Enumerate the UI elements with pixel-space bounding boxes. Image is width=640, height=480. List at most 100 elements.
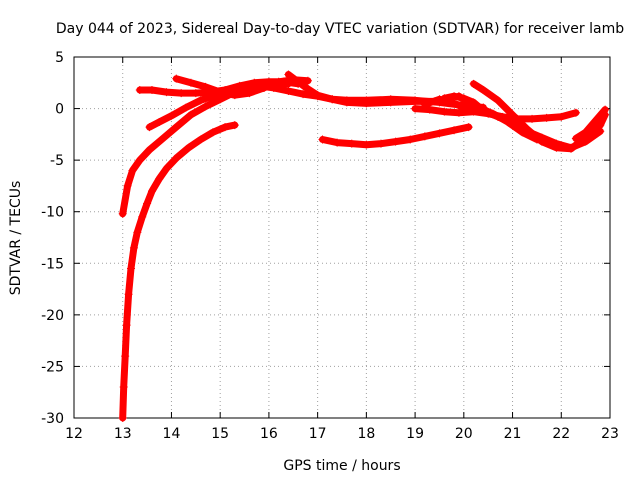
data-point bbox=[143, 199, 152, 208]
data-point bbox=[376, 139, 385, 148]
data-point bbox=[172, 74, 181, 83]
x-tick-label: 18 bbox=[357, 426, 375, 442]
data-point bbox=[596, 121, 605, 130]
data-point bbox=[284, 70, 293, 79]
x-tick-label: 17 bbox=[309, 426, 327, 442]
series-arc-14 bbox=[571, 105, 610, 143]
data-point bbox=[571, 134, 580, 143]
data-point bbox=[216, 88, 225, 97]
data-point bbox=[201, 82, 210, 91]
data-point bbox=[454, 92, 463, 101]
data-point bbox=[464, 123, 473, 132]
data-point bbox=[162, 164, 171, 173]
series-line bbox=[172, 75, 312, 99]
data-point bbox=[299, 90, 308, 99]
data-point bbox=[362, 140, 371, 149]
data-point bbox=[221, 123, 230, 132]
data-point bbox=[425, 105, 434, 114]
data-point bbox=[591, 116, 600, 125]
series-line bbox=[421, 95, 473, 114]
data-point bbox=[342, 98, 351, 107]
data-point bbox=[328, 95, 337, 104]
data-point bbox=[157, 135, 166, 144]
data-point bbox=[547, 138, 556, 147]
data-point bbox=[147, 187, 156, 196]
data-point bbox=[182, 103, 191, 112]
x-tick-label: 15 bbox=[211, 426, 229, 442]
data-point bbox=[284, 87, 293, 96]
data-point bbox=[503, 117, 512, 126]
data-point bbox=[162, 88, 171, 97]
data-point bbox=[420, 100, 429, 109]
data-point bbox=[167, 111, 176, 120]
y-tick-label: -10 bbox=[41, 205, 64, 221]
chart-title: Day 044 of 2023, Sidereal Day-to-day VTE… bbox=[56, 21, 624, 37]
data-point bbox=[129, 243, 138, 252]
y-tick-label: -20 bbox=[41, 308, 64, 324]
data-point bbox=[124, 290, 133, 299]
data-point bbox=[508, 110, 517, 119]
data-point bbox=[201, 102, 210, 111]
x-tick-label: 21 bbox=[504, 426, 522, 442]
axis-ticks bbox=[73, 56, 611, 419]
data-point bbox=[294, 77, 303, 86]
data-point bbox=[474, 103, 483, 112]
data-point bbox=[347, 139, 356, 148]
series-arc-12 bbox=[454, 92, 556, 147]
series-arc-13 bbox=[420, 95, 473, 114]
data-point bbox=[118, 209, 127, 218]
series-arc-8 bbox=[318, 123, 473, 149]
data-point bbox=[269, 83, 278, 92]
data-point bbox=[274, 77, 283, 86]
data-point bbox=[450, 99, 459, 108]
data-point bbox=[391, 137, 400, 146]
data-point bbox=[406, 135, 415, 144]
y-tick-labels: 5 0 -5 -10 -15 -20 -25 -30 bbox=[41, 50, 64, 427]
data-series bbox=[118, 70, 610, 422]
data-point bbox=[230, 121, 239, 130]
y-tick-label: -30 bbox=[41, 411, 64, 427]
y-tick-label: 5 bbox=[55, 50, 64, 66]
data-point bbox=[119, 383, 128, 392]
data-point bbox=[121, 352, 130, 361]
data-point bbox=[235, 81, 244, 90]
series-line bbox=[572, 106, 609, 142]
x-tick-label: 14 bbox=[163, 426, 181, 442]
data-point bbox=[196, 135, 205, 144]
y-axis-label: SDTVAR / TECUs bbox=[8, 181, 24, 296]
data-point bbox=[230, 91, 239, 100]
x-tick-label: 19 bbox=[406, 426, 424, 442]
data-point bbox=[386, 98, 395, 107]
data-point bbox=[172, 123, 181, 132]
data-point bbox=[240, 86, 249, 95]
data-point bbox=[435, 129, 444, 138]
data-point bbox=[138, 212, 147, 221]
data-point bbox=[440, 107, 449, 116]
data-point bbox=[191, 89, 200, 98]
data-point bbox=[581, 128, 590, 137]
data-point bbox=[557, 112, 566, 121]
data-point bbox=[479, 86, 488, 95]
data-point bbox=[123, 181, 132, 190]
data-point bbox=[186, 78, 195, 87]
x-tick-label: 20 bbox=[455, 426, 473, 442]
data-point bbox=[184, 143, 193, 152]
series-arc-7 bbox=[240, 81, 439, 108]
series-line bbox=[119, 121, 239, 422]
data-point bbox=[122, 321, 131, 330]
x-tick-label: 22 bbox=[552, 426, 570, 442]
y-tick-label: 0 bbox=[55, 102, 64, 118]
x-tick-label: 12 bbox=[65, 426, 83, 442]
y-tick-label: -15 bbox=[41, 256, 64, 272]
data-point bbox=[362, 99, 371, 108]
data-point bbox=[135, 156, 144, 165]
data-point bbox=[518, 128, 527, 137]
data-point bbox=[186, 110, 195, 119]
data-point bbox=[208, 128, 217, 137]
x-axis-label: GPS time / hours bbox=[283, 458, 400, 474]
data-point bbox=[469, 79, 478, 88]
data-point bbox=[464, 98, 473, 107]
data-point bbox=[411, 104, 420, 113]
data-point bbox=[147, 86, 156, 95]
